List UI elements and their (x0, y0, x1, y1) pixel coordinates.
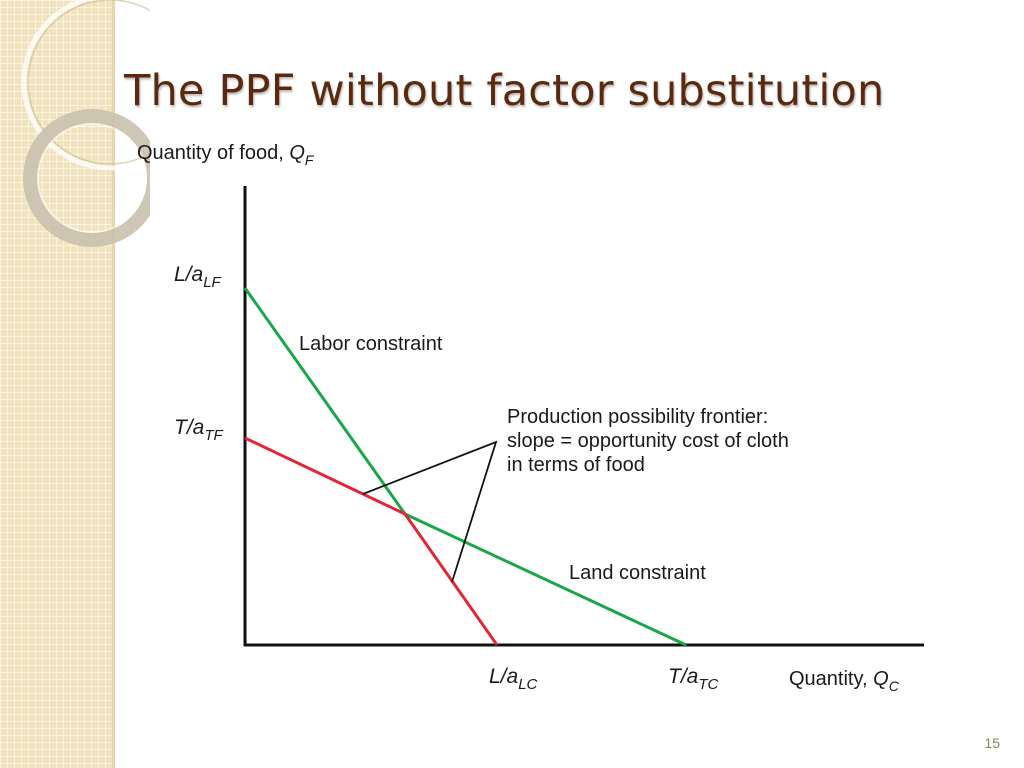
slide-title: The PPF without factor substitution (124, 66, 885, 116)
side-band-edge (112, 0, 115, 768)
y-tick-labor-food: L/aLF (174, 263, 222, 291)
decorative-rings (21, 0, 150, 247)
labor-constraint-label: Labor constraint (299, 333, 443, 355)
ppf-segment-labor (403, 513, 499, 646)
slide-number: 15 (984, 735, 1000, 751)
x-tick-labor-cloth: L/aLC (489, 665, 538, 693)
ppf-annotation-line1: Production possibility frontier: (507, 406, 768, 428)
ppf-annotation-line2: slope = opportunity cost of cloth (507, 430, 789, 452)
labor-constraint-line (243, 287, 407, 515)
ppf-callout-pointer (362, 440, 498, 583)
ppf-annotation-line3: in terms of food (507, 454, 645, 476)
land-constraint-line (404, 512, 687, 647)
x-axis-label: Quantity, QC (789, 668, 900, 694)
land-constraint-label: Land constraint (569, 562, 706, 584)
ppf-segment-land (244, 436, 406, 516)
y-axis-label: Quantity of food, QF (137, 142, 315, 168)
y-tick-land-food: T/aTF (174, 416, 224, 444)
x-tick-land-cloth: T/aTC (668, 665, 719, 693)
